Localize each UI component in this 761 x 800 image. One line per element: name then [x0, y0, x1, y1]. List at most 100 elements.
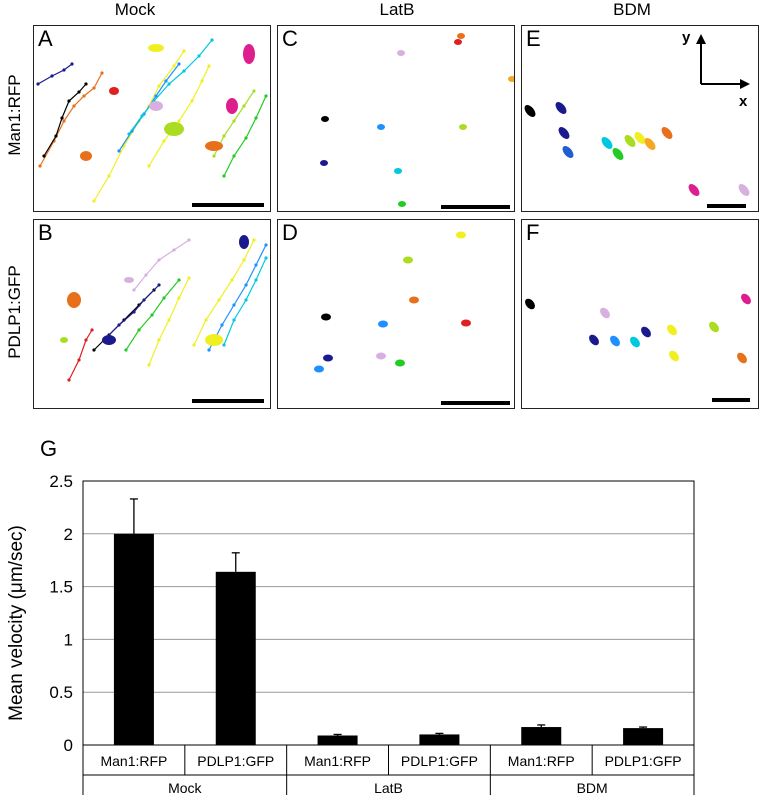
- spot: [589, 334, 599, 346]
- spot: [80, 151, 92, 161]
- tracks-c: [320, 33, 514, 209]
- spot: [524, 105, 536, 117]
- axis-indicator-x: x: [739, 93, 748, 110]
- spot: [641, 326, 651, 338]
- spot: [397, 50, 405, 56]
- spot: [109, 87, 119, 95]
- spot: [67, 292, 81, 308]
- x-tick-label: PDLP1:GFP: [401, 753, 478, 769]
- panel-label-b: B: [38, 220, 53, 245]
- group-label: LatB: [374, 780, 403, 796]
- spot: [709, 321, 719, 333]
- spot: [667, 324, 677, 336]
- spot: [562, 146, 574, 158]
- row-title-man1: Man1:RFP: [5, 74, 24, 156]
- x-tick-label: PDLP1:GFP: [197, 753, 274, 769]
- spot: [634, 132, 646, 144]
- spot: [644, 138, 656, 150]
- axis-indicator-y: y: [682, 29, 691, 46]
- spot: [403, 256, 413, 264]
- spot: [738, 184, 750, 196]
- column-title-bdm: BDM: [613, 0, 651, 19]
- spot: [239, 235, 249, 249]
- spot: [376, 352, 386, 360]
- track: [147, 64, 211, 168]
- spot: [741, 293, 751, 305]
- track: [102, 283, 161, 342]
- spot: [321, 116, 329, 122]
- spot: [737, 352, 747, 364]
- y-axis-label: Mean velocity (μm/sec): [6, 525, 27, 721]
- spot: [323, 354, 333, 362]
- bar: [215, 571, 256, 745]
- panel-label-g: G: [40, 436, 58, 461]
- panel-d: D: [277, 219, 515, 409]
- bar: [317, 735, 358, 745]
- track: [36, 62, 74, 86]
- spot: [164, 122, 184, 136]
- track: [42, 82, 88, 158]
- spot: [624, 135, 636, 147]
- spot: [243, 44, 255, 64]
- spot: [600, 307, 610, 319]
- spot: [558, 127, 570, 139]
- panel-c: C: [277, 25, 515, 212]
- panel-label-e: E: [526, 26, 541, 51]
- xy-axis-indicator: y x: [682, 29, 750, 110]
- spot: [669, 350, 679, 362]
- x-tick-label: Man1:RFP: [304, 753, 371, 769]
- track: [192, 238, 256, 347]
- spot: [525, 298, 535, 310]
- spot: [409, 296, 419, 304]
- tracks-f: [525, 293, 751, 402]
- panel-b: B: [33, 219, 271, 409]
- spot: [601, 137, 613, 149]
- plot-frame: [82, 480, 695, 746]
- spot: [461, 319, 471, 327]
- panel-label-f: F: [526, 220, 540, 245]
- track: [222, 94, 268, 178]
- spot: [394, 168, 402, 174]
- y-tick-label: 0.5: [49, 683, 73, 702]
- y-tick-label: 1: [64, 630, 73, 649]
- tracks-e: [524, 102, 750, 208]
- spot: [395, 359, 405, 367]
- spot: [320, 160, 328, 166]
- spot: [102, 335, 116, 345]
- velocity-bar-chart: 0 0.5 1 1.5 2 2.5 Man1:RFP PDLP1:GFP Man1:RFP PDL…: [6, 472, 695, 796]
- panel-label-d: D: [282, 220, 298, 245]
- group-label: Mock: [168, 780, 202, 796]
- column-title-latb: LatB: [379, 0, 415, 19]
- spot: [378, 320, 388, 328]
- spot: [377, 124, 385, 130]
- bar: [113, 533, 154, 745]
- panel-f: F: [521, 219, 759, 409]
- x-tick-label: Man1:RFP: [508, 753, 575, 769]
- spot: [630, 336, 640, 348]
- track: [38, 71, 104, 168]
- track: [67, 328, 94, 382]
- spot: [508, 76, 514, 82]
- track: [124, 278, 181, 352]
- spot: [205, 141, 223, 151]
- track: [127, 38, 214, 136]
- spot: [205, 334, 223, 346]
- track: [222, 256, 268, 347]
- tracks-b: [60, 235, 268, 403]
- row-title-pdlp1: PDLP1:GFP: [5, 265, 24, 359]
- y-tick-label: 2: [64, 525, 73, 544]
- spot: [688, 184, 700, 196]
- spot: [459, 124, 467, 130]
- spot: [60, 337, 68, 343]
- spot: [124, 277, 134, 283]
- x-tick-label: PDLP1:GFP: [605, 753, 682, 769]
- bar: [419, 734, 460, 745]
- tracks-a: [36, 38, 268, 207]
- y-tick-label: 2.5: [49, 472, 73, 491]
- y-tick-label: 1.5: [49, 578, 73, 597]
- tracks-d: [314, 231, 510, 405]
- spot: [555, 102, 567, 114]
- spot: [226, 98, 238, 114]
- x-tick-label: Man1:RFP: [100, 753, 167, 769]
- spot: [457, 33, 465, 39]
